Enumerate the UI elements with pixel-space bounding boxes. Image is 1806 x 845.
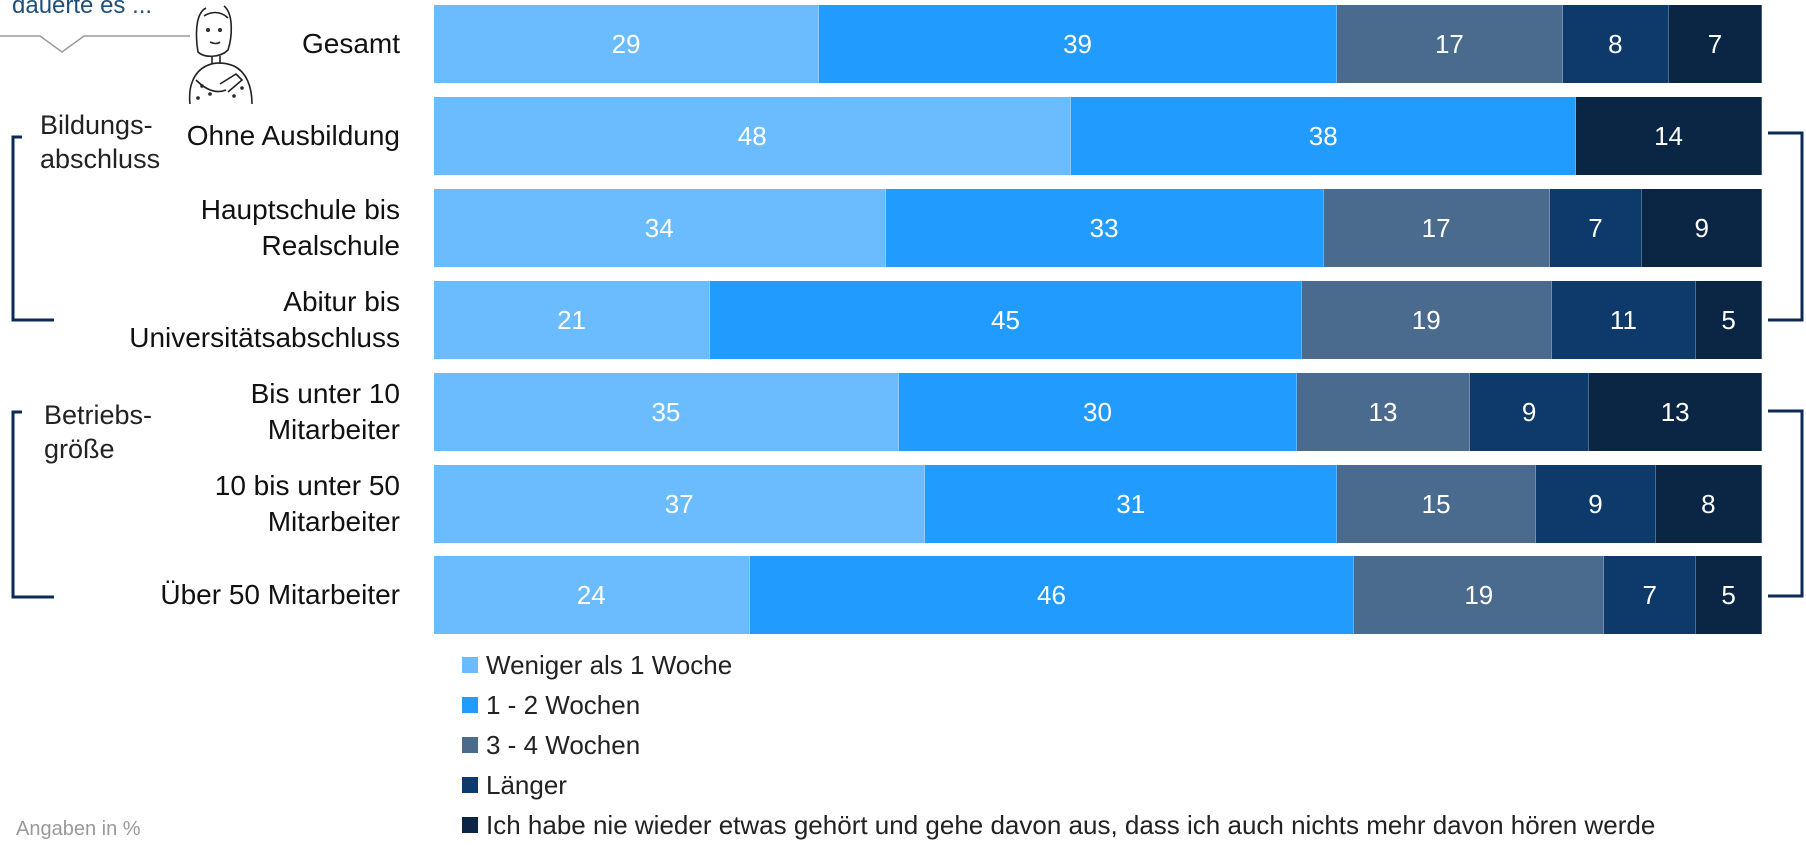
bar-segment: 45 [710,281,1302,359]
category-label: Abitur bis Universitätsabschluss [129,286,400,353]
bar-row: 34 33 17 7 9 [434,189,1762,267]
bar-row: 29 39 17 8 7 [434,5,1762,83]
bar-segment: 5 [1696,556,1762,634]
category-label: Hauptschule bis Realschule [200,194,400,261]
category-label: Gesamt [301,28,400,59]
legend-swatch [462,817,478,833]
bar-segment: 8 [1655,465,1762,543]
bracket-left-betrieb-icon [11,410,54,599]
bar-segment: 48 [434,97,1072,175]
bracket-right-betrieb-icon [1768,409,1804,598]
bar-row: 24 46 19 7 5 [434,556,1762,634]
bracket-left-bildung-icon [11,135,54,322]
group-label-bildungsabschluss: Bildungs- abschluss [40,110,161,174]
bar-segment: 37 [434,465,926,543]
bar-segment: 33 [885,189,1324,267]
bar-segment: 9 [1642,189,1762,267]
callout: dauerte es ... [0,0,200,60]
bar-segment: 21 [434,281,711,359]
legend-item: Länger [462,765,1655,805]
legend-label: 1 - 2 Wochen [486,690,641,720]
legend-item: 3 - 4 Wochen [462,725,1655,765]
category-label: Über 50 Mitarbeiter [160,579,400,610]
bar-segment: 29 [434,5,820,83]
bar-row: 21 45 19 11 5 [434,281,1762,359]
bar-segment: 35 [434,373,899,451]
bar-segment: 9 [1469,373,1590,451]
legend-item: 1 - 2 Wochen [462,685,1655,725]
bar-segment: 9 [1536,465,1656,543]
bar-segment: 14 [1576,97,1762,175]
legend-swatch [462,657,478,673]
group-label-betriebsgroesse: Betriebs- größe [44,400,153,464]
bar-segment: 8 [1562,5,1670,83]
bar-segment: 7 [1549,189,1643,267]
bar-segment: 19 [1354,556,1605,634]
legend-label: Länger [486,770,567,800]
legend-item: Ich habe nie wieder etwas gehört und geh… [462,805,1655,845]
bar-segment: 7 [1604,556,1697,634]
bar-segment: 17 [1337,5,1563,83]
person-illustration-icon [188,5,253,104]
footnote: Angaben in % [16,818,141,840]
category-label: Bis unter 10 Mitarbeiter [250,378,400,445]
bar-segment: 7 [1669,5,1762,83]
category-label: Ohne Ausbildung [186,120,400,151]
bar-segment: 30 [898,373,1298,451]
bar-row: 48 38 14 [434,97,1762,175]
bar-segment: 34 [434,189,886,267]
legend-item: Weniger als 1 Woche [462,645,1655,685]
bar-segment: 24 [434,556,750,634]
bar-segment: 13 [1297,373,1470,451]
callout-text: dauerte es ... [12,0,153,19]
legend-swatch [462,697,478,713]
bar-segment: 46 [749,556,1355,634]
legend-swatch [462,777,478,793]
bar-segment: 31 [925,465,1338,543]
bar-segment: 5 [1696,281,1762,359]
bar-segment: 39 [819,5,1338,83]
bar-segment: 15 [1337,465,1537,543]
bracket-right-bildung-icon [1768,131,1804,322]
callout-bubble-icon [0,35,190,53]
bar-segment: 19 [1301,281,1552,359]
legend: Weniger als 1 Woche 1 - 2 Wochen 3 - 4 Woc… [462,645,1655,845]
legend-swatch [462,737,478,753]
bar-segment: 38 [1071,97,1577,175]
legend-label: Ich habe nie wieder etwas gehört und geh… [486,810,1656,840]
bar-segment: 17 [1323,189,1550,267]
legend-label: Weniger als 1 Woche [486,650,733,680]
bar-segment: 11 [1551,281,1697,359]
bar-row: 35 30 13 9 13 [434,373,1762,451]
legend-label: 3 - 4 Wochen [486,730,641,760]
category-label: 10 bis unter 50 Mitarbeiter [214,470,400,537]
bar-segment: 13 [1589,373,1762,451]
bar-row: 37 31 15 9 8 [434,465,1762,543]
